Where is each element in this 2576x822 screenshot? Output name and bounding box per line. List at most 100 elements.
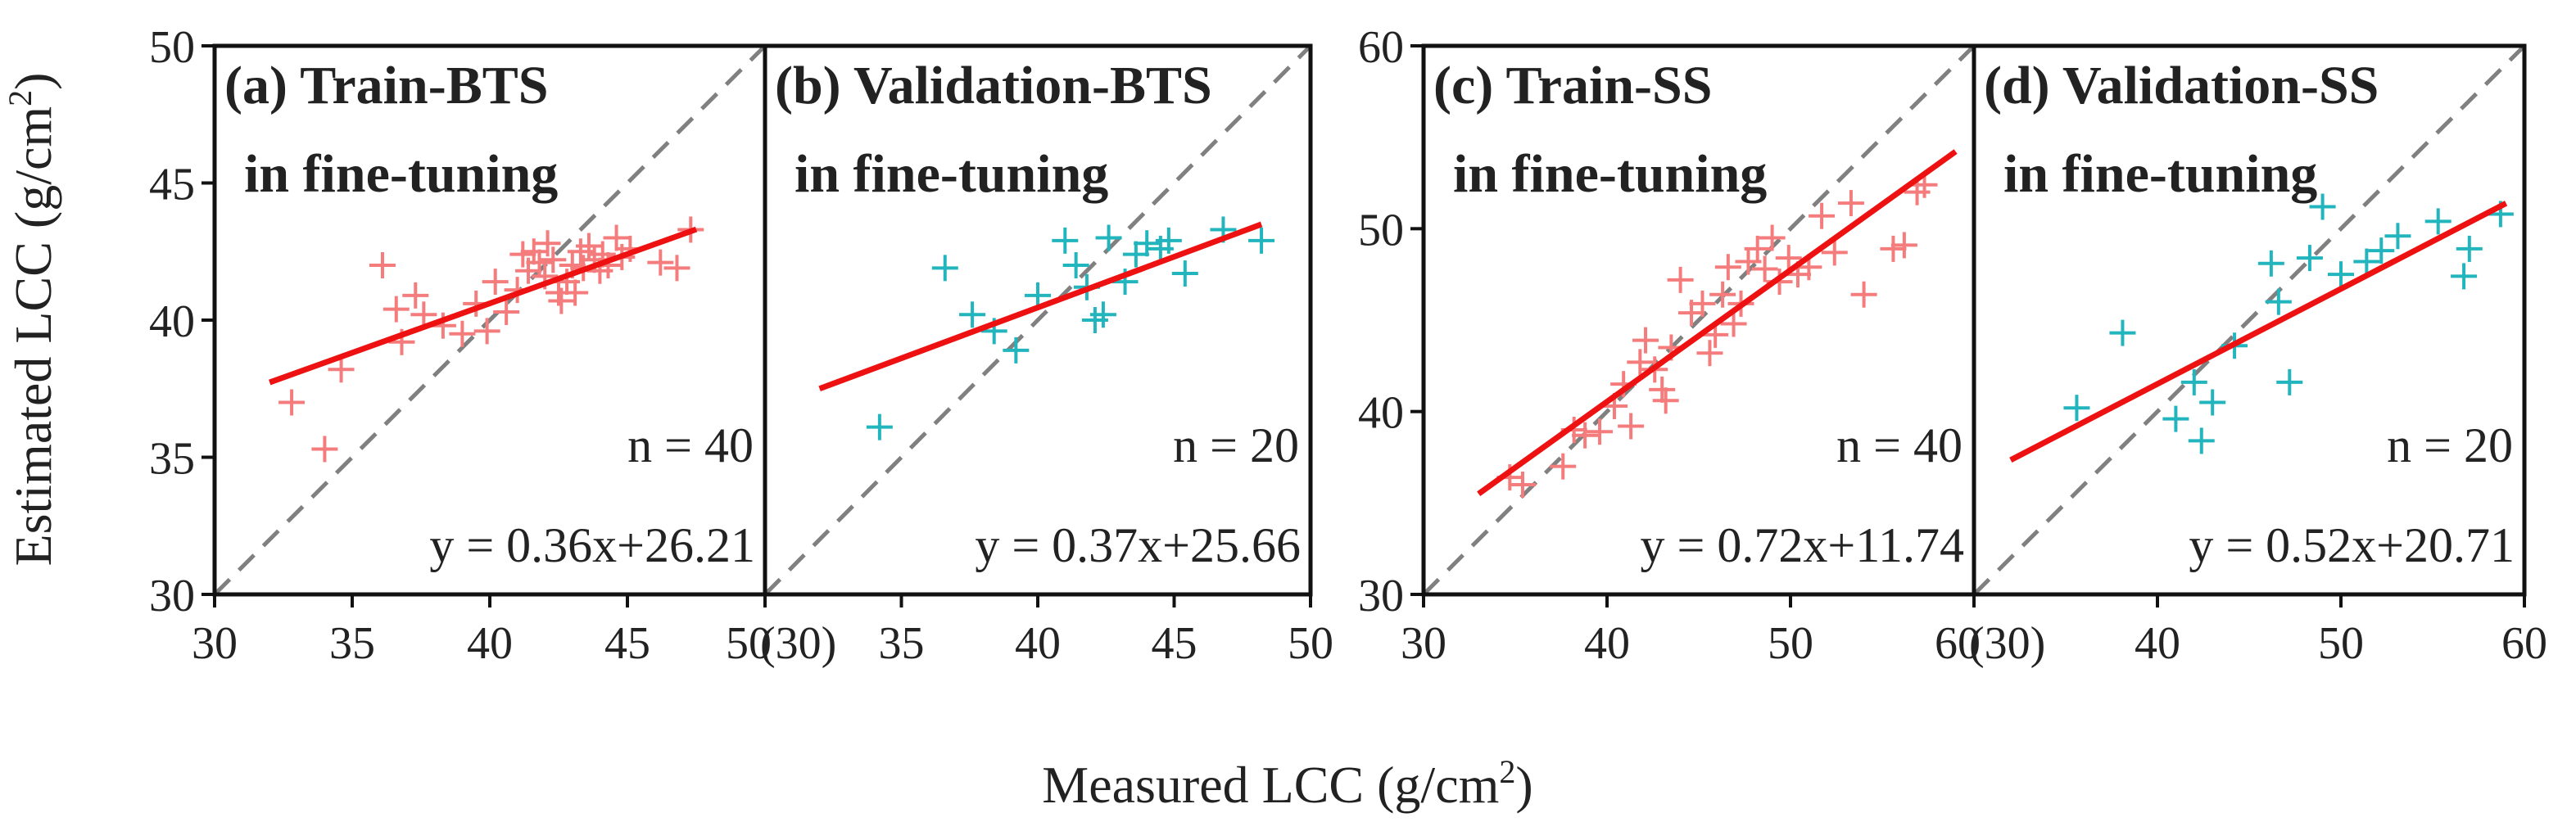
data-point [534, 230, 561, 257]
panel-frame [1972, 43, 2527, 597]
y-tick-label: 30 [1358, 571, 1404, 621]
data-point [1821, 239, 1848, 266]
data-point [2353, 248, 2380, 275]
data-point [1720, 310, 1747, 337]
x-tick-label: 30 [1401, 618, 1446, 669]
data-point [548, 287, 575, 314]
data-point [1850, 281, 1877, 308]
data-point [278, 389, 306, 416]
data-point [2109, 319, 2136, 346]
data-point [1062, 252, 1089, 278]
data-point [2276, 368, 2303, 395]
x-axis-title: Measured LCC (g/cm2) [1042, 753, 1532, 814]
data-point [2456, 235, 2483, 262]
data-point [1025, 282, 1051, 309]
data-point [482, 269, 509, 296]
data-point [2384, 223, 2411, 250]
x-tick-label: (30) [760, 618, 836, 669]
data-point [1714, 254, 1741, 281]
sample-size-label: n = 20 [2387, 418, 2513, 472]
data-point [866, 413, 893, 440]
data-point [1751, 255, 1778, 282]
x-tick-label: 35 [329, 618, 375, 669]
data-point [1509, 472, 1536, 498]
data-point [1667, 266, 1694, 293]
x-tick-label: 50 [726, 618, 772, 669]
x-tick-label: 50 [2318, 618, 2364, 669]
data-point [410, 301, 437, 328]
data-point [1775, 245, 1802, 272]
panel-subtitle: in fine-tuning [1453, 144, 1767, 204]
panel-title: (b) Validation-BTS [775, 56, 1212, 115]
data-point [1550, 453, 1577, 480]
identity-line [763, 44, 1312, 596]
data-point [540, 246, 567, 273]
regression-equation: y = 0.72x+11.74 [1641, 518, 1964, 572]
data-point [2188, 427, 2215, 454]
data-point [1744, 235, 1771, 262]
panel-subtitle: in fine-tuning [244, 144, 558, 204]
data-point [2451, 263, 2478, 290]
data-point [1890, 232, 1917, 259]
panel-0: 30 35 40 45 50 30 35 40 45 50 (a) Train-BTS in fine… [149, 22, 772, 669]
data-point [1632, 327, 1659, 354]
x-tick-label: 40 [1015, 618, 1061, 669]
data-point [1134, 230, 1161, 257]
data-point [959, 301, 986, 328]
panel-title: (a) Train-BTS [224, 56, 548, 115]
data-point [575, 233, 602, 260]
x-tick-label: 50 [1288, 618, 1333, 669]
data-point [647, 249, 674, 276]
data-point [1572, 422, 1599, 449]
data-point [1689, 290, 1716, 317]
data-point [2309, 193, 2336, 220]
data-point [2368, 237, 2395, 264]
data-point [1095, 224, 1122, 251]
identity-line [1972, 44, 2526, 596]
x-tick-label: 40 [2135, 618, 2180, 669]
data-point [1696, 340, 1723, 367]
panels-group: 30 35 40 45 50 30 35 40 45 50 (a) Train-BTS in fine… [149, 22, 2547, 669]
y-tick-label: 50 [1358, 205, 1404, 255]
x-tick-label: 35 [879, 618, 925, 669]
y-tick-label: 40 [149, 296, 195, 347]
y-axis-title: Estimated LCC (g/cm2) [2, 73, 62, 567]
y-tick-label: 50 [149, 22, 195, 73]
data-point [509, 241, 536, 268]
data-point [1837, 190, 1864, 217]
panel-title: (d) Validation-SS [1984, 56, 2379, 115]
data-point [2199, 389, 2226, 416]
data-point [1003, 336, 1030, 364]
data-point [603, 224, 630, 251]
panel-subtitle: in fine-tuning [2003, 144, 2317, 204]
data-point [2328, 261, 2354, 288]
x-tick-label: 60 [1935, 618, 1981, 669]
x-tick-label: (30) [1969, 618, 2045, 669]
data-point [1649, 376, 1676, 403]
data-point [2424, 208, 2452, 235]
sample-size-label: n = 20 [1173, 418, 1299, 472]
y-tick-label: 35 [149, 434, 195, 485]
y-tick-label: 60 [1358, 22, 1404, 73]
data-point [1089, 301, 1116, 328]
data-point [369, 252, 396, 278]
data-point [311, 436, 338, 463]
data-point [931, 255, 958, 282]
panel-1: (30) 35 40 45 50 (b) Validation-BTS in fine-tu… [760, 43, 1333, 669]
data-point [562, 279, 589, 306]
data-point [1759, 224, 1786, 251]
panel-3: (30) 40 50 60 (d) Validation-SS in fine-tunin… [1969, 43, 2547, 669]
regression-line [818, 221, 1263, 392]
data-point [449, 320, 476, 347]
data-point [2296, 245, 2323, 272]
regression-line [1477, 149, 1958, 497]
panel-title: (c) Train-SS [1433, 56, 1712, 115]
x-tick-label: 50 [1768, 618, 1813, 669]
data-point [1618, 413, 1645, 440]
data-point [1052, 227, 1079, 254]
data-point [2257, 250, 2284, 277]
data-point [1155, 227, 1182, 254]
data-point [383, 296, 410, 323]
data-point [1122, 241, 1149, 268]
x-tick-label: 45 [1152, 618, 1197, 669]
